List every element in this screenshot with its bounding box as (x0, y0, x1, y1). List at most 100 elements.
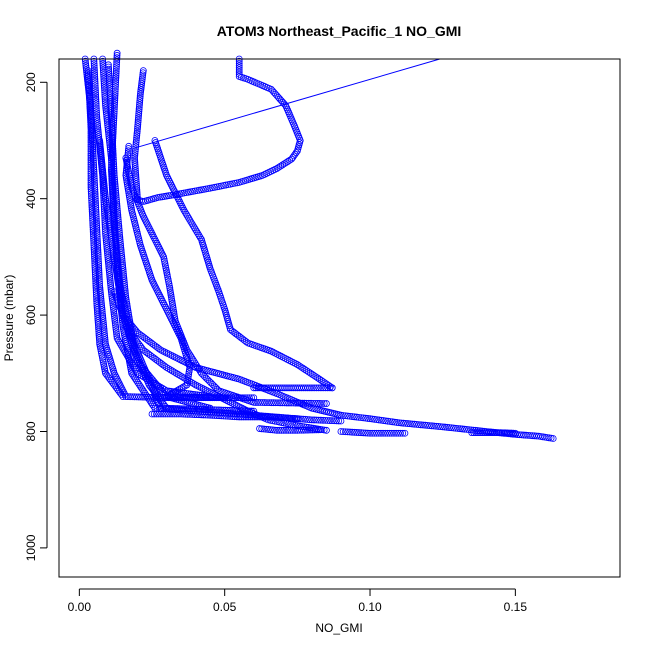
data-point (406, 420, 414, 428)
data-point (136, 94, 144, 102)
data-point (135, 105, 143, 113)
data-point (109, 141, 116, 149)
data-point (317, 416, 325, 424)
data-point (174, 371, 182, 378)
data-point (186, 410, 194, 418)
data-point (90, 241, 98, 249)
data-point (154, 194, 162, 201)
data-point (94, 312, 102, 320)
data-point (87, 165, 95, 173)
data-point (88, 203, 96, 211)
data-point (311, 425, 319, 432)
data-point (94, 126, 102, 134)
data-point (135, 103, 143, 111)
data-point (113, 270, 121, 278)
data-point (85, 78, 93, 86)
data-point (355, 413, 363, 421)
data-point (310, 372, 318, 379)
data-point (317, 384, 325, 392)
data-point (87, 161, 95, 169)
data-point (85, 76, 92, 83)
data-point (262, 425, 270, 433)
data-point (117, 242, 125, 250)
data-point (87, 167, 95, 175)
data-point (326, 384, 334, 392)
data-point (194, 230, 202, 238)
data-point (188, 379, 196, 387)
data-point (101, 193, 109, 200)
data-point (112, 83, 119, 91)
data-point (168, 410, 176, 418)
data-point (458, 425, 466, 433)
data-point (103, 206, 111, 213)
data-point (104, 212, 112, 220)
data-point (108, 240, 116, 248)
data-point (87, 170, 95, 178)
data-point (91, 266, 99, 274)
data-point (170, 410, 178, 418)
data-point (197, 411, 205, 419)
data-point (156, 193, 164, 201)
data-point (85, 87, 93, 95)
y-tick-label: 800 (24, 421, 38, 441)
data-point (91, 253, 98, 260)
data-point (305, 368, 312, 376)
data-point (86, 94, 93, 101)
data-point (428, 422, 436, 430)
data-point (111, 259, 119, 267)
data-point (133, 127, 141, 135)
data-point (171, 313, 178, 320)
data-point (110, 105, 118, 113)
data-point (167, 293, 175, 301)
data-point (315, 384, 323, 392)
data-point (353, 413, 361, 421)
data-point (189, 393, 197, 401)
data-point (136, 382, 144, 390)
data-point (441, 423, 449, 431)
data-point (116, 290, 124, 297)
data-point (366, 415, 374, 423)
data-point (131, 163, 139, 170)
data-point (246, 413, 254, 421)
data-point (401, 429, 409, 437)
data-point (133, 129, 141, 137)
data-point (158, 193, 166, 201)
data-point (155, 410, 163, 418)
data-point (549, 435, 557, 442)
data-point (386, 418, 394, 425)
data-point (117, 244, 125, 252)
series-line (134, 58, 440, 149)
data-point (118, 307, 126, 315)
data-point (103, 115, 111, 123)
data-point (296, 422, 303, 430)
data-point (101, 93, 109, 101)
data-point (312, 373, 320, 381)
data-point (116, 229, 123, 237)
data-point (285, 414, 292, 422)
data-point (106, 273, 114, 281)
data-point (86, 96, 93, 104)
data-point (134, 114, 142, 122)
data-point (90, 250, 98, 258)
data-point (87, 159, 95, 166)
data-point (359, 414, 367, 422)
data-point (91, 270, 99, 278)
data-point (188, 220, 196, 228)
data-point (110, 119, 118, 126)
data-point (92, 86, 99, 94)
data-point (91, 255, 98, 263)
data-point (155, 345, 163, 353)
data-point (463, 425, 471, 433)
data-point (109, 242, 117, 250)
data-point (292, 149, 300, 156)
data-point (103, 110, 110, 118)
data-point (180, 206, 188, 214)
data-point (280, 160, 288, 168)
data-point (346, 428, 354, 436)
data-point (115, 222, 123, 230)
data-point (89, 230, 97, 238)
data-point (126, 196, 134, 203)
data-point (183, 346, 191, 354)
data-point (132, 169, 140, 177)
x-axis: 0.00 0.05 0.10 0.15 (68, 588, 527, 614)
